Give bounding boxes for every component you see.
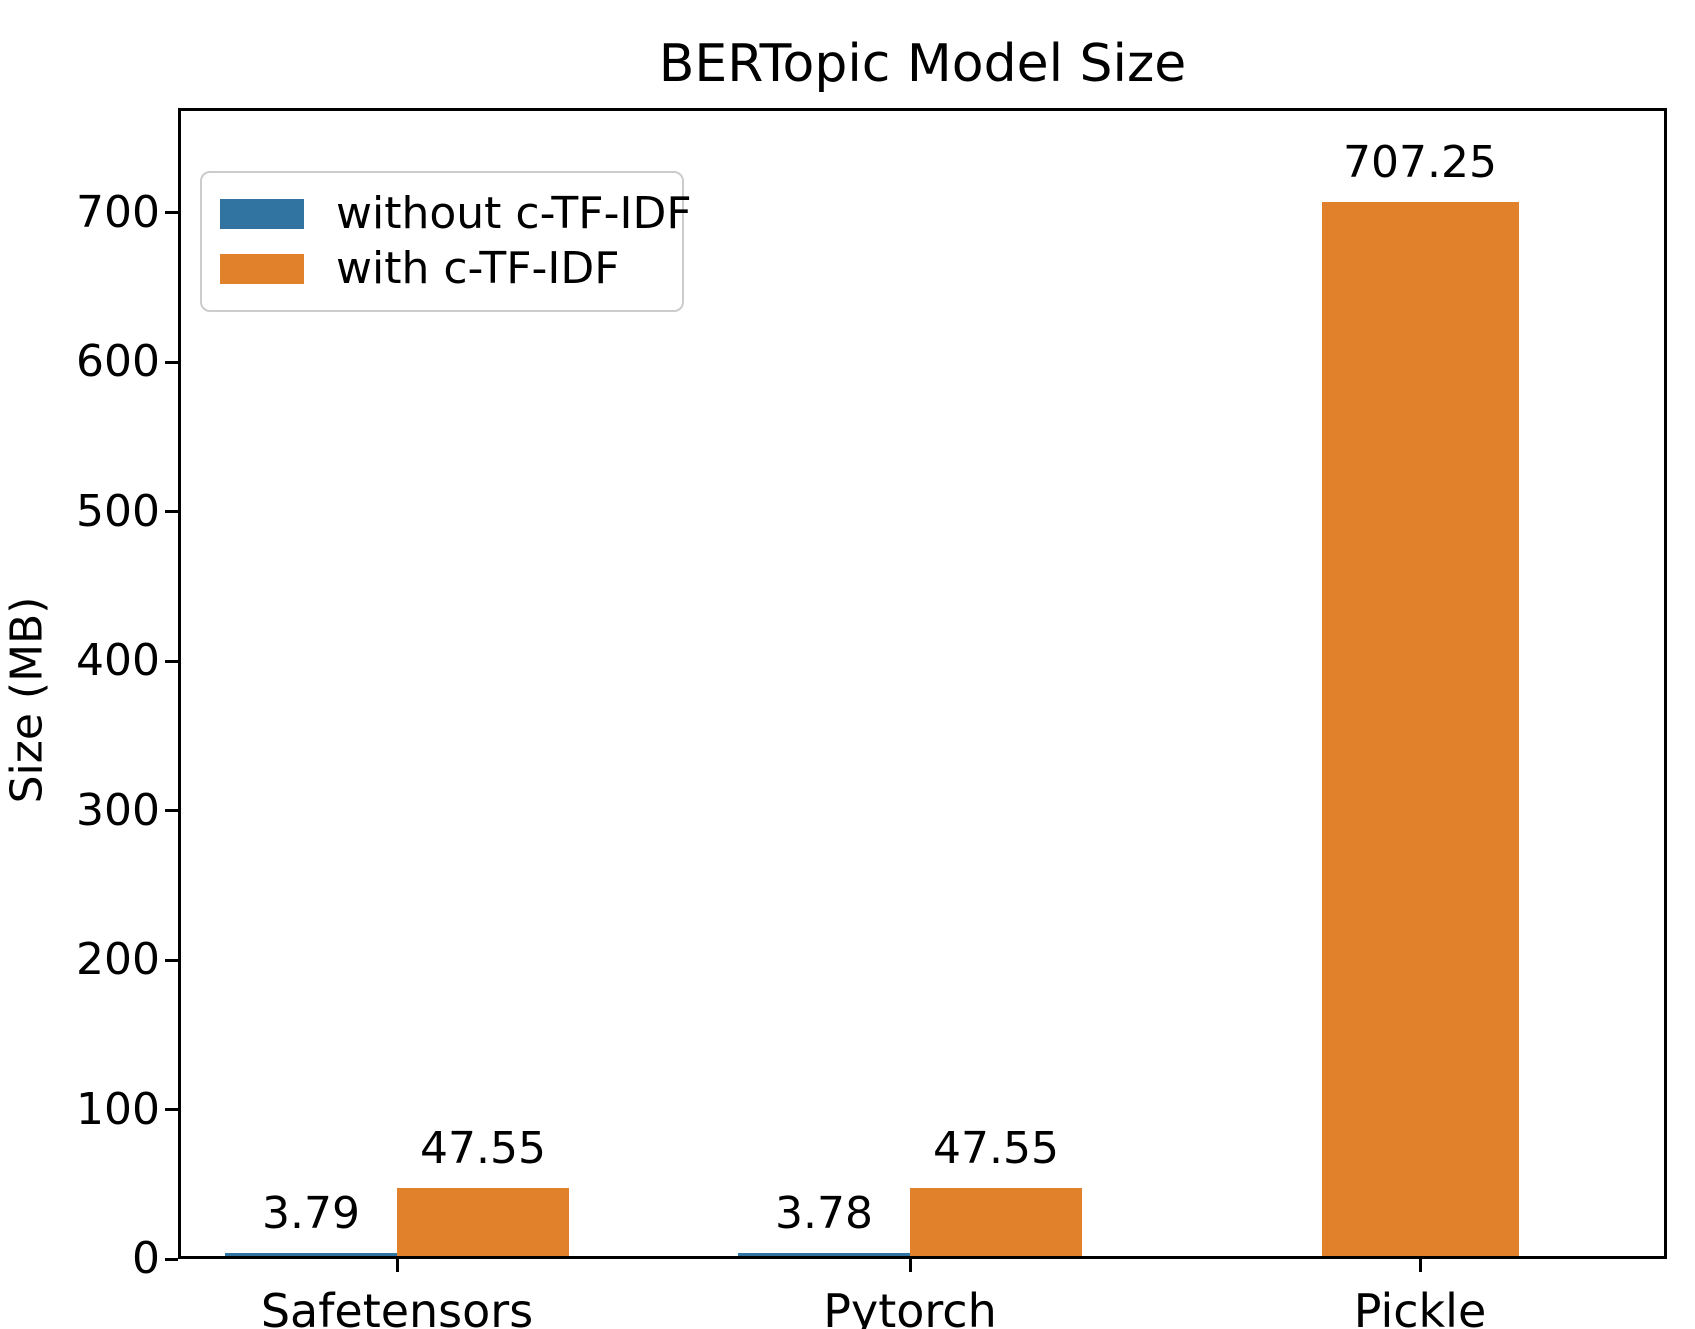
legend-swatch-with-c-tf-idf xyxy=(220,253,304,284)
legend-item-without-c-tf-idf: without c-TF-IDF xyxy=(220,187,692,241)
x-tick-mark xyxy=(908,1259,912,1272)
bar-value-label-pytorch-with-c-tf-idf: 47.55 xyxy=(933,1122,1059,1174)
y-tick-label: 200 xyxy=(76,934,160,986)
legend-item-label: without c-TF-IDF xyxy=(336,188,692,240)
bar-pytorch-with-c-tf-idf xyxy=(910,1187,1082,1259)
y-tick-mark xyxy=(165,510,178,514)
bar-safetensors-without-c-tf-idf xyxy=(225,1253,397,1259)
y-tick-mark xyxy=(165,809,178,813)
legend-item-label: with c-TF-IDF xyxy=(336,242,620,294)
x-tick-mark xyxy=(395,1259,399,1272)
y-axis-label: Size (MB) xyxy=(1,596,53,804)
bar-pickle-with-c-tf-idf xyxy=(1321,201,1519,1259)
x-tick-label-pytorch: Pytorch xyxy=(823,1284,997,1329)
y-tick-label: 700 xyxy=(76,186,160,238)
x-tick-mark xyxy=(1418,1259,1422,1272)
y-tick-label: 0 xyxy=(132,1233,160,1284)
y-tick-mark xyxy=(165,211,178,215)
y-tick-mark xyxy=(165,1108,178,1112)
x-tick-label-safetensors: Safetensors xyxy=(260,1284,534,1329)
y-tick-label: 300 xyxy=(76,784,160,836)
legend: without c-TF-IDF with c-TF-IDF xyxy=(200,171,692,312)
y-tick-mark xyxy=(165,360,178,364)
bar-value-label-pickle-with-c-tf-idf: 707.25 xyxy=(1343,136,1497,188)
legend-item-with-c-tf-idf: with c-TF-IDF xyxy=(220,242,664,296)
x-tick-label-pickle: Pickle xyxy=(1353,1284,1487,1329)
bar-value-label-pytorch-without-c-tf-idf: 3.78 xyxy=(775,1188,873,1240)
bar-pytorch-without-c-tf-idf xyxy=(738,1253,910,1259)
y-tick-label: 100 xyxy=(76,1083,160,1135)
bar-safetensors-with-c-tf-idf xyxy=(397,1187,569,1259)
y-tick-mark xyxy=(165,659,178,663)
bar-value-label-safetensors-with-c-tf-idf: 47.55 xyxy=(420,1122,546,1174)
bar-value-label-safetensors-without-c-tf-idf: 3.79 xyxy=(262,1188,360,1240)
y-tick-label: 400 xyxy=(76,635,160,687)
y-tick-mark xyxy=(165,958,178,962)
y-tick-label: 600 xyxy=(76,336,160,388)
legend-swatch-without-c-tf-idf xyxy=(220,199,304,230)
y-tick-label: 500 xyxy=(76,485,160,537)
y-tick-mark xyxy=(165,1257,178,1261)
chart-title: BERTopic Model Size xyxy=(658,34,1187,94)
